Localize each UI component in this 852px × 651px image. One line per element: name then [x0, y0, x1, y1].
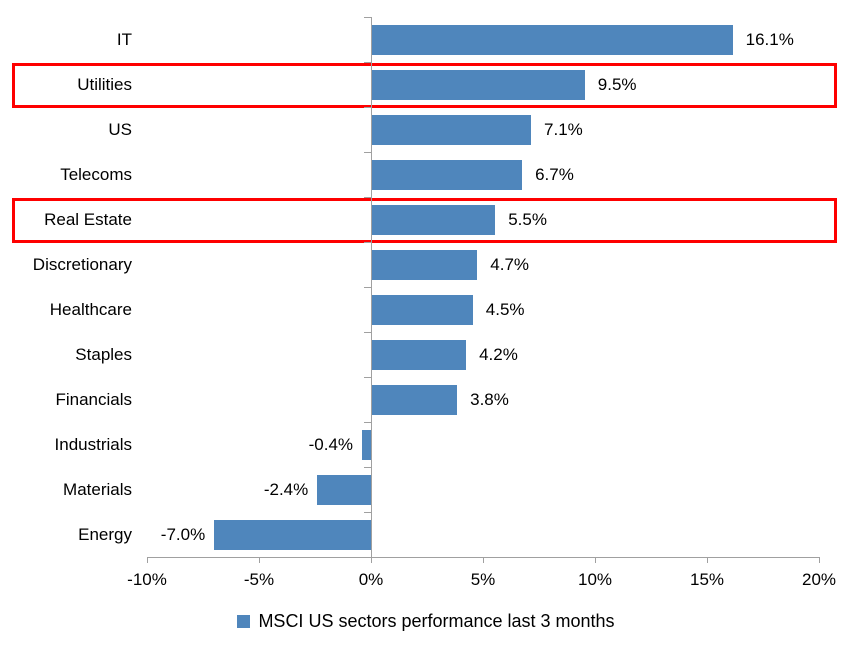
legend-label: MSCI US sectors performance last 3 month… — [258, 610, 615, 631]
category-label: Energy — [78, 525, 132, 544]
data-label: -2.4% — [263, 479, 309, 499]
bar-staples — [372, 339, 467, 370]
value-axis-tick — [259, 557, 260, 563]
data-label: 4.5% — [485, 299, 525, 319]
value-axis-tick — [819, 557, 820, 563]
category-label: Healthcare — [49, 300, 132, 319]
value-axis-tick-label: 10% — [577, 570, 613, 589]
bar-real-estate — [372, 204, 496, 235]
bar-industrials — [362, 429, 371, 460]
data-label: 9.5% — [597, 74, 637, 94]
value-axis-tick-label: 15% — [689, 570, 725, 589]
bar-utilities — [372, 69, 585, 100]
category-label: Staples — [75, 345, 132, 364]
value-axis-tick — [147, 557, 148, 563]
category-axis-tick — [364, 332, 371, 333]
category-axis-tick — [364, 422, 371, 423]
highlight-box-real-estate — [12, 198, 837, 243]
value-axis-tick-label: 5% — [470, 570, 496, 589]
data-label: 3.8% — [470, 389, 509, 409]
bar-energy — [214, 519, 371, 550]
category-label: IT — [116, 30, 132, 49]
category-axis-tick — [364, 107, 371, 108]
legend: MSCI US sectors performance last 3 month… — [0, 607, 852, 635]
category-axis-tick — [364, 377, 371, 378]
value-axis-tick — [371, 557, 372, 563]
data-label: 4.2% — [479, 344, 518, 364]
category-label: Real Estate — [44, 210, 132, 229]
bar-discretionary — [372, 249, 478, 280]
category-axis-tick — [364, 62, 371, 63]
data-label: -0.4% — [308, 434, 354, 454]
value-axis-tick-label: 0% — [358, 570, 384, 589]
value-axis-tick-label: -10% — [127, 570, 167, 589]
value-axis-tick — [707, 557, 708, 563]
category-label: Industrials — [54, 435, 132, 454]
data-label: 7.1% — [544, 119, 583, 139]
category-label: Utilities — [77, 75, 132, 94]
category-axis-tick — [364, 197, 371, 198]
category-label: Financials — [55, 390, 132, 409]
value-axis-tick — [595, 557, 596, 563]
value-axis-tick — [483, 557, 484, 563]
data-label: 4.7% — [490, 254, 530, 274]
highlight-box-utilities — [12, 63, 837, 108]
value-axis-tick-label: 20% — [801, 570, 837, 589]
data-label: 5.5% — [508, 209, 547, 229]
bar-materials — [317, 474, 371, 505]
category-label: Discretionary — [32, 255, 132, 274]
category-axis-tick — [364, 467, 371, 468]
data-label: -7.0% — [160, 524, 206, 544]
category-label: Materials — [63, 480, 132, 499]
bar-telecoms — [372, 159, 523, 190]
category-axis-tick — [364, 287, 371, 288]
category-label: US — [108, 120, 132, 139]
category-label: Telecoms — [60, 165, 132, 184]
category-axis-tick — [364, 152, 371, 153]
value-axis-tick-label: -5% — [243, 570, 275, 589]
bar-it — [372, 24, 733, 55]
category-axis-line — [371, 17, 372, 563]
bar-financials — [372, 384, 458, 415]
bar-healthcare — [372, 294, 473, 325]
category-axis-tick — [364, 242, 371, 243]
data-label: 16.1% — [745, 29, 794, 49]
category-axis-tick — [364, 17, 371, 18]
legend-marker-icon — [237, 614, 251, 628]
data-label: 6.7% — [535, 164, 574, 184]
category-axis-tick — [364, 512, 371, 513]
bar-us — [372, 114, 532, 145]
